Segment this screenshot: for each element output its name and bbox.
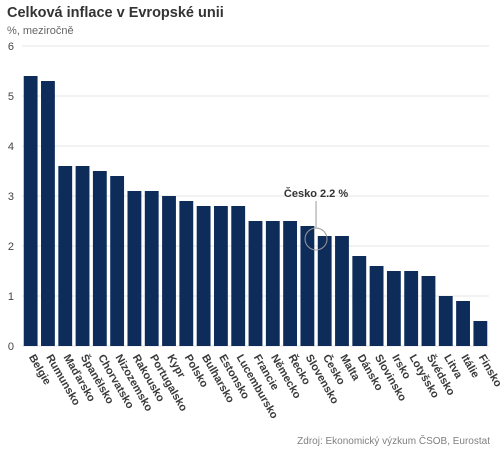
bar <box>317 236 332 346</box>
bar <box>23 76 38 346</box>
y-tick-label: 4 <box>8 141 14 153</box>
bar <box>231 206 246 346</box>
bar <box>335 236 349 346</box>
bar <box>300 226 315 346</box>
chart-subtitle: %, meziročně <box>7 25 74 37</box>
y-tick-label: 2 <box>8 241 14 253</box>
bar <box>404 271 419 346</box>
bar <box>58 166 73 346</box>
bar <box>421 276 436 346</box>
source-note: Zdroj: Ekonomický výzkum ČSOB, Eurostat <box>297 436 490 447</box>
bar <box>196 206 211 346</box>
bar <box>144 191 159 346</box>
annotation-label: Česko 2.2 % <box>284 187 348 200</box>
bar <box>283 221 298 346</box>
bar <box>456 301 470 346</box>
bar <box>162 196 176 346</box>
bar <box>41 81 55 346</box>
bar <box>369 266 384 346</box>
bar <box>386 271 401 346</box>
y-axis-ticks: 0 1 2 3 4 5 6 <box>8 41 14 353</box>
bar <box>213 206 228 346</box>
y-tick-label: 3 <box>8 191 14 203</box>
bar <box>352 256 367 346</box>
y-tick-label: 0 <box>8 341 14 353</box>
chart-title: Celková inflace v Evropské unii <box>7 5 224 21</box>
y-tick-label: 6 <box>8 41 14 53</box>
bar <box>248 221 263 346</box>
bar <box>75 166 90 346</box>
bars <box>23 76 488 346</box>
bar <box>179 201 194 346</box>
bar <box>92 171 107 346</box>
bar <box>265 221 280 346</box>
bar <box>110 176 125 346</box>
y-tick-label: 1 <box>8 291 14 303</box>
x-axis-labels: BelgieRumunskoMaďarskoŠpanělskoChorvatsk… <box>26 352 500 421</box>
bar <box>127 191 142 346</box>
y-tick-label: 5 <box>8 91 14 103</box>
bar <box>473 321 488 346</box>
bar <box>438 296 453 346</box>
annotation: Česko 2.2 % <box>284 187 348 251</box>
